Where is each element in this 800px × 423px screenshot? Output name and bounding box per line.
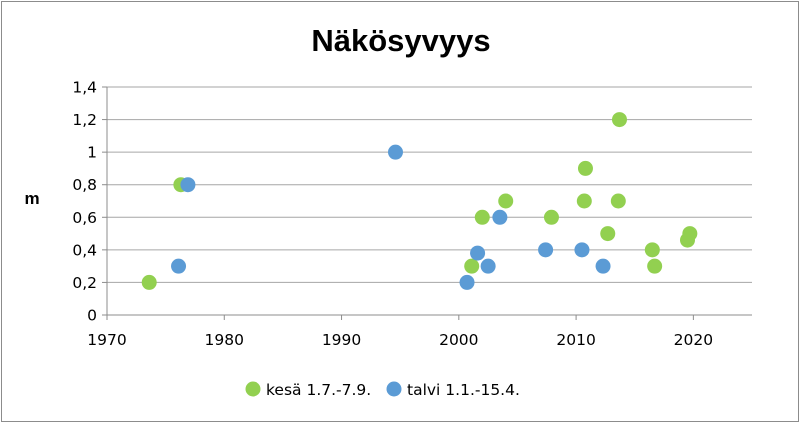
data-point [470, 245, 486, 261]
data-point [611, 112, 627, 128]
chart-title: Näkösyvyys [311, 23, 490, 58]
data-point [595, 258, 611, 274]
data-point [600, 226, 616, 242]
data-points [141, 112, 698, 290]
data-point [498, 193, 514, 209]
x-tick-label: 1970 [87, 331, 126, 349]
data-point [171, 258, 187, 274]
y-tick-label: 0,2 [72, 274, 97, 292]
data-point [644, 242, 660, 258]
y-tick-label: 1 [87, 144, 97, 162]
data-point [538, 242, 554, 258]
grid-lines [107, 86, 752, 283]
legend-label: kesä 1.7.-7.9. [266, 381, 371, 399]
y-tick-label: 1,4 [72, 79, 97, 97]
data-point [492, 209, 508, 225]
legend-marker [386, 381, 402, 397]
data-point [577, 160, 593, 176]
series-kesa [141, 112, 698, 290]
x-tick-label: 2010 [556, 331, 595, 349]
y-tick-label: 0,4 [72, 241, 97, 259]
legend-marker [245, 381, 261, 397]
y-axis-ticks: 0 0,2 0,4 0,6 0,8 1 1,2 1,4 [72, 79, 107, 325]
data-point [543, 209, 559, 225]
data-point [141, 274, 157, 290]
data-point [610, 193, 626, 209]
legend-item: talvi 1.1.-15.4. [386, 381, 520, 399]
data-point [682, 226, 698, 242]
data-point [647, 258, 663, 274]
data-point [576, 193, 592, 209]
y-tick-label: 1,2 [72, 111, 97, 129]
legend-item: kesä 1.7.-7.9. [245, 381, 371, 399]
x-tick-label: 1980 [205, 331, 244, 349]
y-tick-label: 0,6 [72, 209, 97, 227]
data-point [474, 209, 490, 225]
legend: kesä 1.7.-7.9. talvi 1.1.-15.4. [245, 381, 520, 399]
x-axis-ticks: 1970 1980 1990 2000 2010 2020 [87, 315, 713, 349]
axes [106, 87, 752, 316]
x-tick-label: 1990 [322, 331, 361, 349]
series-talvi [171, 144, 611, 290]
x-tick-label: 2020 [674, 331, 713, 349]
x-tick-label: 2000 [439, 331, 478, 349]
data-point [387, 144, 403, 160]
y-tick-label: 0,8 [72, 176, 97, 194]
data-point [459, 274, 475, 290]
data-point [574, 242, 590, 258]
data-point [180, 177, 196, 193]
y-tick-label: 0 [87, 307, 97, 325]
data-point [480, 258, 496, 274]
y-axis-label: m [24, 189, 39, 208]
data-point [464, 258, 480, 274]
legend-label: talvi 1.1.-15.4. [407, 381, 520, 399]
